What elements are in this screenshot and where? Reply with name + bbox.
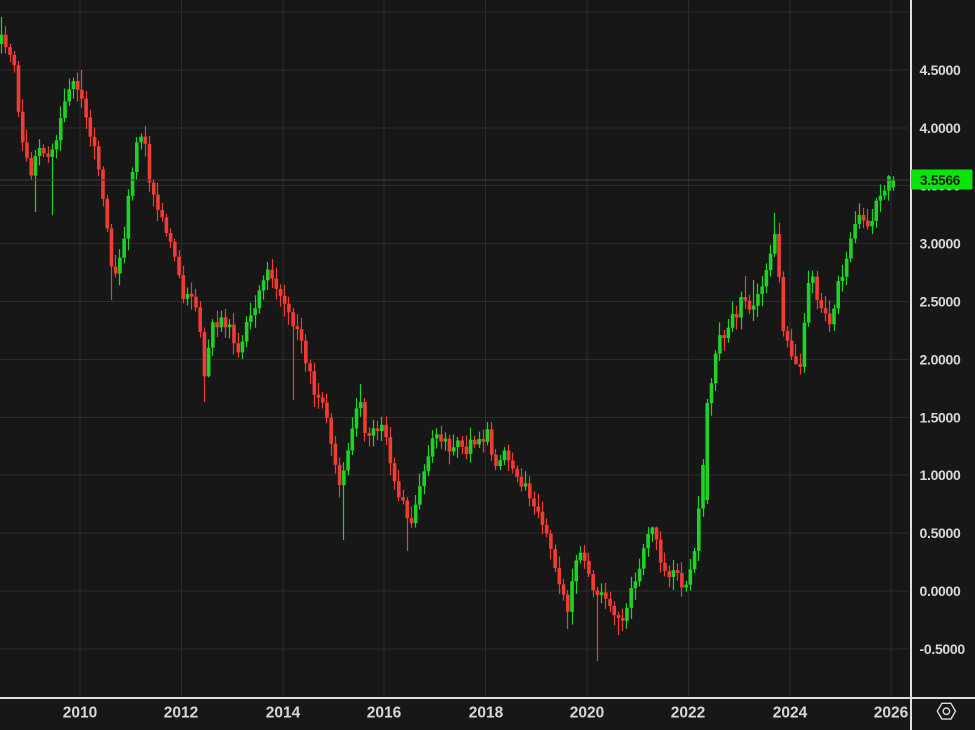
svg-text:0.0000: 0.0000 (920, 583, 962, 599)
svg-text:2024: 2024 (773, 705, 808, 722)
svg-text:2026: 2026 (874, 705, 909, 722)
svg-text:-0.5000: -0.5000 (920, 641, 966, 657)
svg-text:2016: 2016 (367, 705, 402, 722)
svg-text:2014: 2014 (266, 705, 301, 722)
svg-text:1.0000: 1.0000 (920, 467, 962, 483)
svg-text:2022: 2022 (671, 705, 705, 722)
svg-text:2020: 2020 (570, 705, 604, 722)
svg-text:2.0000: 2.0000 (920, 351, 962, 367)
svg-text:2010: 2010 (63, 705, 97, 722)
svg-text:4.5000: 4.5000 (920, 62, 962, 78)
svg-text:0.5000: 0.5000 (920, 525, 962, 541)
svg-text:4.0000: 4.0000 (920, 120, 962, 136)
svg-text:1.5000: 1.5000 (920, 409, 962, 425)
svg-text:2.5000: 2.5000 (920, 294, 962, 310)
svg-text:3.5566: 3.5566 (920, 173, 961, 188)
svg-text:2018: 2018 (469, 705, 504, 722)
svg-text:3.0000: 3.0000 (920, 236, 962, 252)
svg-text:2012: 2012 (164, 705, 198, 722)
